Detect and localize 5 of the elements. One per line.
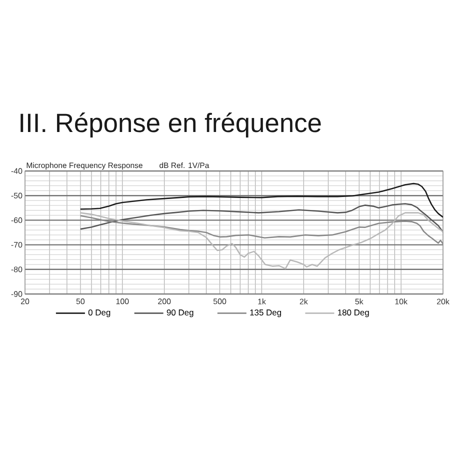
chart-title: III. Réponse en fréquence: [20, 112, 321, 138]
legend-label: 180 Deg: [338, 309, 369, 318]
legend-label: 135 Deg: [250, 309, 282, 318]
legend-label: 0 Deg: [88, 309, 110, 318]
legend-label: 90 Deg: [166, 309, 194, 318]
